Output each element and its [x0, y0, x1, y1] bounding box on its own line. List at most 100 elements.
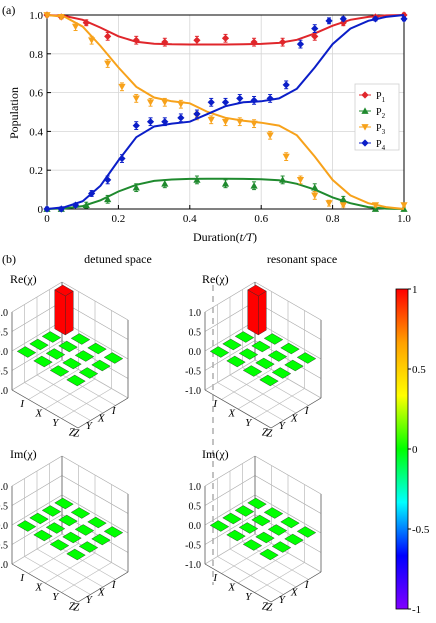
y-tick-label: 0.2 [29, 165, 43, 177]
bar-face [62, 531, 82, 544]
data-point-p4 [161, 118, 169, 126]
z-tick-label: -0.5 [0, 541, 8, 552]
axis-line [11, 563, 79, 603]
data-point-p3 [57, 14, 65, 21]
bar-face [247, 497, 267, 510]
bar-ZY [271, 367, 292, 379]
bar-face [62, 357, 82, 370]
axis-line [36, 374, 104, 414]
bar-ZI [296, 352, 317, 364]
bar-ZI [296, 526, 317, 538]
bar-XX [251, 340, 271, 353]
bar-face [242, 539, 263, 551]
z-tick-label: -1.0 [185, 560, 201, 571]
bar-face [33, 355, 53, 368]
axis-label-x: X [227, 581, 236, 593]
data-point-p3 [221, 118, 230, 126]
bar-YZ [49, 539, 70, 551]
axis-label-y: Y [279, 594, 287, 606]
axis-label-x: X [97, 412, 106, 424]
bar-face [258, 290, 267, 336]
bar-face [238, 348, 259, 360]
colorbar-tick-label: 1 [412, 284, 418, 296]
im-chi-label-right: Im(χ) [202, 447, 229, 461]
data-point-p4 [371, 15, 380, 23]
bar-ZY [271, 541, 292, 553]
axis-label-x: X [227, 407, 236, 419]
axis-label-i: I [111, 405, 117, 417]
bar-IZ [16, 346, 37, 358]
axis-line [11, 389, 79, 429]
axis-line [61, 388, 112, 419]
data-point-p3 [43, 12, 51, 19]
z-tick-label: 1.0 [189, 308, 202, 319]
legend: P1 P2 P3 P4 [354, 83, 400, 152]
data-point-p4 [43, 205, 51, 213]
axis-label-z: Z [73, 601, 80, 613]
data-point-p3 [132, 95, 140, 103]
axis-label-i: I [111, 579, 117, 591]
z-tick-label: -1.0 [0, 560, 8, 571]
bar-ZX [284, 359, 304, 372]
bar-XY [238, 348, 259, 360]
axis-label-i: I [304, 405, 310, 417]
x-tick-label: 0.6 [254, 213, 268, 225]
z-tick-label: 0.5 [189, 328, 202, 339]
bar-IZ [16, 520, 37, 532]
data-point-p3 [266, 132, 274, 139]
bar-IY [29, 338, 49, 351]
axis-line [217, 556, 284, 595]
data-point-p1 [250, 38, 258, 46]
bar-XX [251, 514, 271, 527]
bar-face [91, 359, 111, 372]
legend-marker [361, 91, 369, 99]
bar-face [33, 529, 53, 542]
bar-IX [41, 331, 62, 343]
bar-XZ [33, 529, 53, 542]
axis-line [36, 548, 104, 588]
bar-YX [267, 524, 288, 536]
data-point-p3 [400, 202, 408, 209]
z-tick-label: -0.5 [0, 367, 8, 378]
data-point-p2 [82, 201, 90, 208]
axis-line [24, 556, 91, 595]
bar-XI [70, 333, 91, 345]
bar-YY [255, 531, 275, 544]
axis-label-y: Y [245, 417, 253, 429]
axis-line [254, 388, 305, 419]
bar-face [259, 548, 279, 561]
panel-a-label: (a) [2, 3, 15, 17]
axis-label-x: X [97, 586, 106, 598]
bar-face [247, 289, 259, 336]
bar-XY [45, 348, 66, 360]
data-point-p4 [104, 176, 112, 184]
legend-marker [361, 107, 369, 114]
axis-label-y: Y [245, 591, 253, 603]
data-point-p4 [132, 121, 140, 130]
bar-face [78, 541, 99, 553]
data-point-p4 [311, 24, 319, 33]
data-point-p2 [250, 182, 258, 189]
axis-label-x: X [290, 586, 299, 598]
re-chi-label-right: Re(χ) [202, 272, 229, 286]
bar-face [234, 505, 255, 517]
series-p1 [43, 11, 408, 47]
legend-entry: P2 [376, 107, 386, 120]
bar-YY [255, 357, 275, 370]
axes-box [11, 281, 129, 429]
colorbar-tick-label: 0.5 [412, 364, 426, 376]
bar-IY [29, 512, 49, 525]
axis-label-z: Z [266, 427, 273, 439]
bar-ZZ [259, 548, 279, 561]
bar-YI [87, 342, 107, 355]
data-point-p4 [400, 15, 408, 23]
z-tick-label: 0.5 [0, 328, 8, 339]
x-tick-label: 0.4 [183, 213, 197, 225]
data-point-p3 [71, 23, 80, 31]
bar-face [103, 526, 124, 538]
bar-ZI [103, 352, 124, 364]
axis-label-z: Z [262, 426, 269, 438]
y-axis-label: Population [7, 87, 21, 139]
bar-YZ [242, 365, 263, 377]
